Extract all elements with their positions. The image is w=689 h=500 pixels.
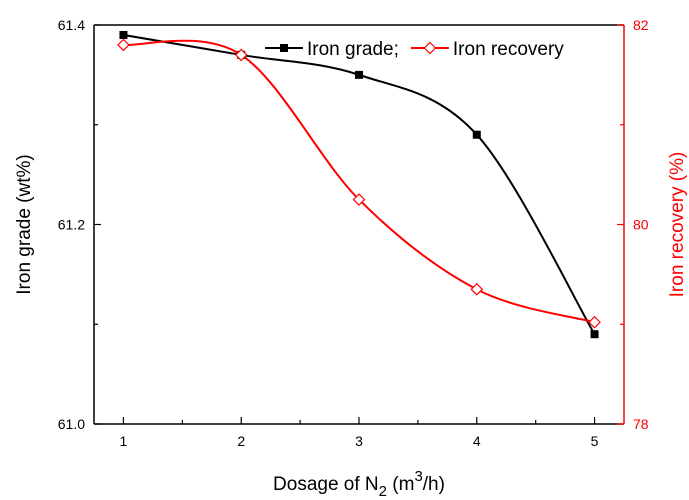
legend: Iron grade; Iron recovery: [265, 39, 564, 60]
y-right-tick-label: 80: [633, 217, 649, 233]
x-tick-label: 3: [355, 433, 363, 449]
legend-marker-2: [423, 41, 437, 55]
y-left-tick-label: 61.4: [58, 17, 85, 33]
series-1-point: [590, 330, 599, 339]
series-2-point: [470, 282, 484, 296]
series-2-point: [234, 48, 248, 62]
series-1-point: [119, 30, 128, 39]
y-left-axis-title: Iron grade (wt%): [14, 154, 35, 294]
y-left-tick-label: 61.0: [58, 416, 85, 432]
series-2-point: [588, 315, 601, 329]
series-line-2: [123, 39, 595, 324]
fitted-curves: [123, 33, 596, 335]
data-markers: [117, 30, 601, 339]
axis-titles: Dosage of N2 (m3/h) Iron grade (wt%) Iron …: [14, 152, 688, 500]
series-1-point: [472, 130, 481, 139]
x-tick-label: 2: [237, 433, 245, 449]
series-2-point: [117, 38, 130, 52]
legend-label-2: Iron recovery: [453, 39, 564, 60]
y-right-axis-title: Iron recovery (%): [667, 152, 688, 298]
series-line-1: [123, 33, 596, 335]
plot-frame: [93, 24, 625, 425]
x-tick-label: 5: [591, 433, 599, 449]
x-tick-label: 1: [120, 433, 128, 449]
y-right-tick-label: 78: [633, 416, 649, 432]
series-2-point: [352, 193, 366, 206]
series-1-point: [355, 70, 363, 79]
axis-ticks: 1 2 3 4 5 61.0 61.2 61.4 78 80 82: [58, 17, 649, 449]
x-tick-label: 4: [473, 433, 481, 449]
y-right-tick-label: 82: [633, 17, 649, 33]
x-axis-title: Dosage of N2 (m3/h): [273, 468, 445, 500]
y-left-tick-label: 61.2: [58, 217, 85, 233]
legend-marker-1: [280, 44, 288, 52]
legend-label-1: Iron grade;: [307, 39, 399, 60]
